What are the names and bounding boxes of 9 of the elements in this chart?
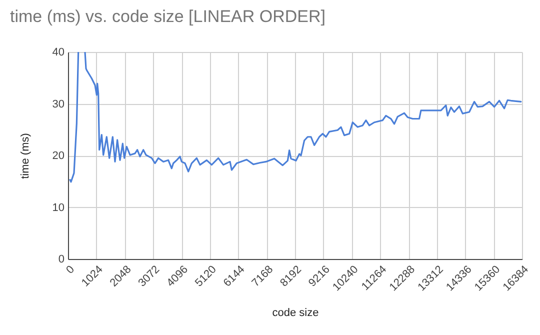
x-tick-label: 0 [64, 264, 77, 276]
y-tick-label: 30 [52, 98, 64, 110]
chart-title: time (ms) vs. code size [LINEAR ORDER] [10, 7, 326, 26]
y-tick-label: 10 [52, 202, 64, 214]
y-tick-label: 40 [52, 46, 64, 58]
y-tick-label: 0 [58, 254, 64, 266]
x-axis-title: code size [272, 306, 319, 319]
y-axis-title: time (ms) [19, 133, 32, 179]
y-tick-label: 20 [52, 150, 64, 162]
